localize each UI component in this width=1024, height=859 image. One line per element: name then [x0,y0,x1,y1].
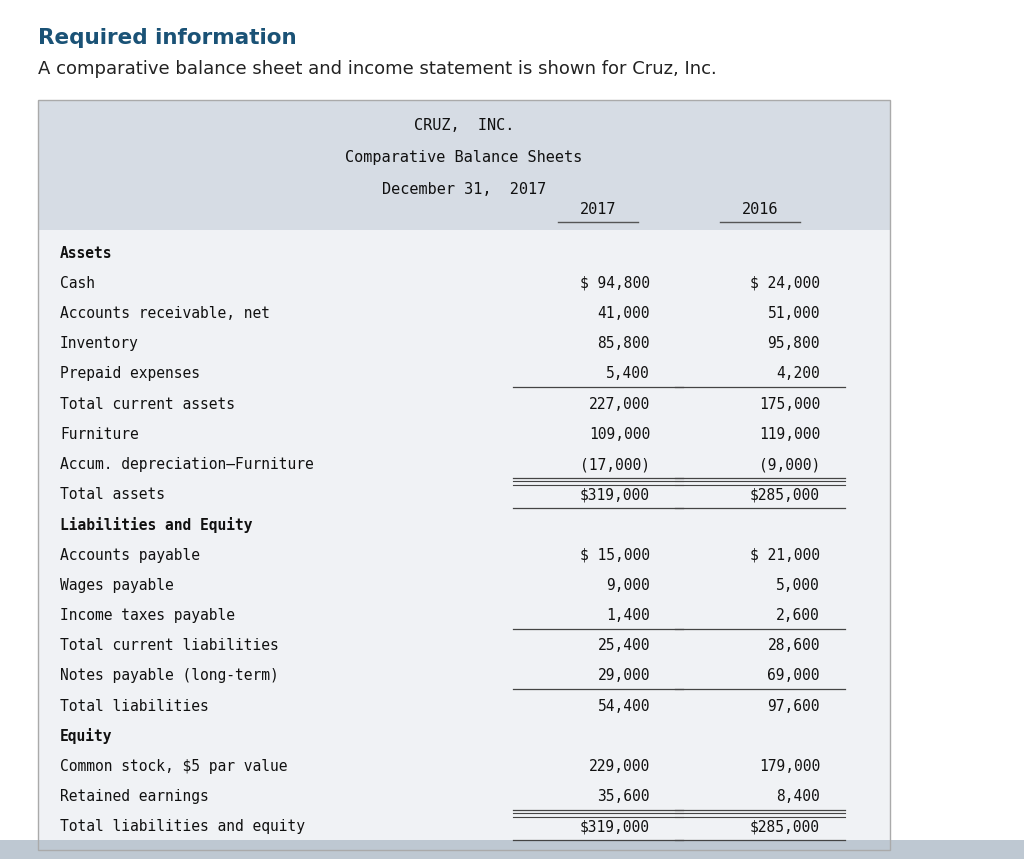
Text: Inventory: Inventory [60,336,138,351]
Text: 41,000: 41,000 [597,306,650,321]
Bar [0,840,1024,859]
Text: $ 15,000: $ 15,000 [580,547,650,563]
Text: Cash: Cash [60,276,95,291]
Text: Accounts receivable, net: Accounts receivable, net [60,306,270,321]
Text: $319,000: $319,000 [580,487,650,503]
Text: 109,000: 109,000 [589,427,650,442]
Text: Common stock, $5 par value: Common stock, $5 par value [60,759,288,774]
Text: Total liabilities and equity: Total liabilities and equity [60,819,305,834]
Text: 5,400: 5,400 [606,367,650,381]
Text: 179,000: 179,000 [759,759,820,774]
Text: 2,600: 2,600 [776,608,820,623]
Text: Comparative Balance Sheets: Comparative Balance Sheets [345,150,583,165]
Text: $ 24,000: $ 24,000 [750,276,820,291]
Text: 69,000: 69,000 [768,668,820,684]
Text: 5,000: 5,000 [776,578,820,593]
Text: Prepaid expenses: Prepaid expenses [60,367,200,381]
Text: 8,400: 8,400 [776,789,820,804]
Text: Liabilities and Equity: Liabilities and Equity [60,517,253,533]
Text: 119,000: 119,000 [759,427,820,442]
Text: Total current liabilities: Total current liabilities [60,638,279,653]
Text: CRUZ,  INC.: CRUZ, INC. [414,118,514,133]
Text: $319,000: $319,000 [580,819,650,834]
Text: (17,000): (17,000) [580,457,650,472]
Text: Accounts payable: Accounts payable [60,547,200,563]
Text: Total liabilities: Total liabilities [60,698,209,714]
Text: Accum. depreciation–Furniture: Accum. depreciation–Furniture [60,457,313,472]
Text: Assets: Assets [60,246,113,260]
Text: 25,400: 25,400 [597,638,650,653]
Text: 28,600: 28,600 [768,638,820,653]
Text: Total assets: Total assets [60,487,165,503]
Text: $ 94,800: $ 94,800 [580,276,650,291]
Text: Equity: Equity [60,728,113,744]
Text: 29,000: 29,000 [597,668,650,684]
Text: 1,400: 1,400 [606,608,650,623]
Text: 35,600: 35,600 [597,789,650,804]
Text: December 31,  2017: December 31, 2017 [382,182,546,197]
Text: $285,000: $285,000 [750,487,820,503]
Text: Notes payable (long-term): Notes payable (long-term) [60,668,279,684]
Text: 51,000: 51,000 [768,306,820,321]
Text: 9,000: 9,000 [606,578,650,593]
Text: 54,400: 54,400 [597,698,650,714]
Text: Required information: Required information [38,28,297,48]
Bar [38,100,890,850]
Text: 2016: 2016 [741,202,778,217]
Text: 229,000: 229,000 [589,759,650,774]
Text: Retained earnings: Retained earnings [60,789,209,804]
Text: 227,000: 227,000 [589,397,650,411]
Text: 97,600: 97,600 [768,698,820,714]
Text: 85,800: 85,800 [597,336,650,351]
Text: Furniture: Furniture [60,427,138,442]
Text: 175,000: 175,000 [759,397,820,411]
Text: $285,000: $285,000 [750,819,820,834]
Text: Income taxes payable: Income taxes payable [60,608,234,623]
Text: 95,800: 95,800 [768,336,820,351]
Text: Total current assets: Total current assets [60,397,234,411]
Text: (9,000): (9,000) [759,457,820,472]
Text: 4,200: 4,200 [776,367,820,381]
Bar [38,230,890,850]
Text: Wages payable: Wages payable [60,578,174,593]
Text: A comparative balance sheet and income statement is shown for Cruz, Inc.: A comparative balance sheet and income s… [38,60,717,78]
Text: $ 21,000: $ 21,000 [750,547,820,563]
Text: 2017: 2017 [580,202,616,217]
Bar [38,100,890,230]
